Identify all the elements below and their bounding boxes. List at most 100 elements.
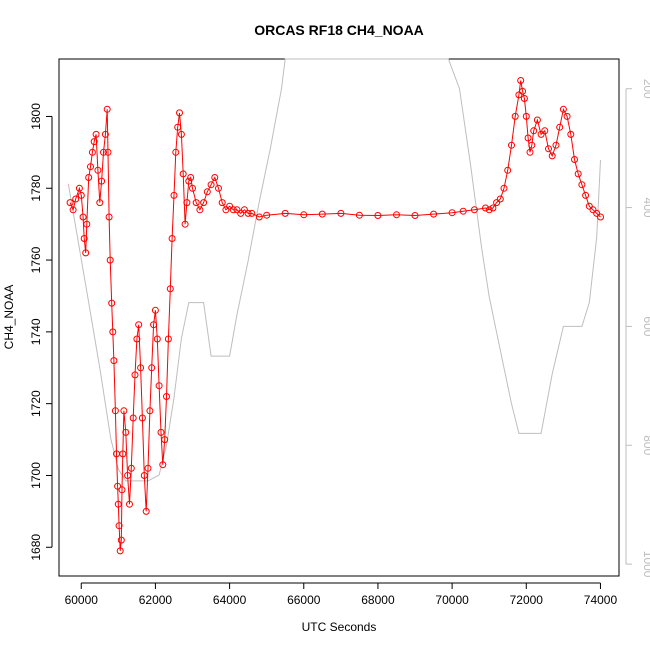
ch4-point-37	[124, 472, 132, 479]
ch4-point-3	[75, 184, 83, 192]
ch4-point-114	[519, 87, 527, 95]
ch4-point-87	[244, 209, 252, 217]
plot-frame	[58, 58, 620, 577]
ch4-point-130	[567, 130, 575, 138]
ch4-point-127	[556, 123, 564, 131]
ch4-point-10	[87, 163, 94, 171]
ch4-point-88	[248, 209, 256, 217]
y2-tick-label-200: 200	[641, 79, 650, 99]
ch4-point-35	[120, 407, 128, 415]
ch4-point-55	[157, 428, 165, 436]
ch4-point-84	[233, 206, 241, 214]
ch4-point-103	[482, 204, 489, 212]
ch4-point-31	[116, 547, 124, 555]
ch4-point-69	[183, 199, 191, 207]
ch4-point-113	[517, 77, 525, 84]
ch4-point-137	[593, 209, 601, 217]
ch4-point-18	[101, 130, 109, 138]
ch4-point-136	[589, 206, 597, 214]
ch4-point-133	[578, 181, 586, 189]
chart-title: ORCAS RF18 CH4_NOAA	[254, 22, 424, 38]
ch4-point-102	[470, 206, 478, 214]
ch4-point-112	[515, 91, 523, 99]
ch4-point-17	[100, 148, 107, 156]
ch4-point-43	[135, 321, 143, 329]
y2-tick-label-400: 400	[641, 198, 650, 218]
ch4-point-138	[597, 213, 604, 221]
ch4-point-117	[524, 134, 532, 142]
ch4-point-15	[96, 199, 104, 207]
ch4-point-25	[110, 357, 118, 365]
ch4-point-11	[88, 148, 96, 156]
ch4-point-94	[337, 209, 345, 217]
y-tick-label-1800: 1800	[29, 103, 43, 130]
ch4-point-100	[448, 209, 456, 217]
ch4-point-49	[146, 407, 154, 415]
ch4-point-72	[189, 184, 196, 192]
ch4-point-108	[500, 184, 508, 192]
pressure-line	[67, 58, 601, 482]
ch4-point-40	[129, 414, 137, 422]
ch4-point-20	[104, 148, 112, 156]
ch4-point-46	[140, 472, 148, 479]
ch4-point-131	[571, 156, 578, 163]
ch4-point-56	[159, 461, 167, 469]
ch4-point-107	[496, 195, 504, 203]
ch4-point-91	[281, 209, 289, 217]
ch4-point-101	[459, 207, 467, 215]
ch4-point-1	[69, 206, 77, 214]
ch4-point-45	[138, 414, 146, 422]
y-tick-label-1780: 1780	[29, 175, 43, 202]
ch4-point-95	[355, 211, 363, 219]
ch4-point-16	[98, 177, 106, 185]
ch4-point-97	[393, 211, 400, 219]
ch4-point-26	[111, 407, 119, 415]
y2-axis: 200 400 600 800 1000	[625, 79, 650, 578]
ch4-point-75	[200, 199, 208, 207]
x-tick-label-68000: 68000	[361, 593, 395, 607]
ch4-point-80	[218, 199, 226, 207]
x-tick-label-62000: 62000	[139, 593, 173, 607]
y-axis: 1680 1700 1720 1740 1760 1780 1800	[29, 103, 53, 561]
ch4-point-21	[105, 213, 113, 221]
ch4-point-89	[255, 213, 263, 221]
ch4-point-4	[77, 191, 85, 199]
ch4-point-14	[94, 166, 102, 174]
ch4-point-122	[537, 130, 545, 138]
ch4-point-79	[215, 184, 222, 192]
ch4-point-104	[485, 206, 493, 214]
ch4-point-77	[207, 181, 215, 189]
ch4-point-19	[103, 105, 111, 113]
ch4-point-22	[106, 256, 114, 264]
ch4-point-106	[493, 199, 501, 207]
x-tick-label-74000: 74000	[584, 593, 618, 607]
ch4-point-9	[85, 174, 93, 181]
ch4-point-105	[489, 204, 497, 212]
ch4-point-98	[411, 212, 419, 219]
ch4-point-63	[172, 148, 180, 156]
ch4-point-116	[522, 112, 530, 120]
ch4-point-34	[119, 450, 127, 458]
ch4-point-44	[137, 364, 145, 372]
ch4-point-67	[179, 170, 187, 178]
ch4-point-121	[533, 116, 541, 124]
ch4-point-82	[226, 202, 234, 210]
y-tick-label-1700: 1700	[29, 462, 43, 489]
ch4-point-41	[131, 371, 139, 379]
ch4-point-78	[211, 174, 219, 181]
y-tick-label-1760: 1760	[29, 246, 43, 273]
ch4-point-124	[545, 145, 552, 153]
ch4-point-30	[115, 522, 123, 530]
ch4-point-71	[187, 174, 195, 181]
ch4-point-42	[133, 335, 141, 343]
ch4-point-0	[66, 199, 74, 207]
ch4-point-23	[108, 299, 116, 307]
ch4-point-13	[92, 130, 100, 138]
ch4-point-36	[122, 428, 130, 436]
y-tick-label-1680: 1680	[29, 534, 43, 561]
ch4-point-53	[153, 335, 161, 343]
ch4-point-7	[82, 249, 90, 257]
ch4-point-119	[528, 141, 536, 149]
ch4-point-73	[192, 199, 200, 207]
ch4-point-38	[126, 500, 133, 508]
